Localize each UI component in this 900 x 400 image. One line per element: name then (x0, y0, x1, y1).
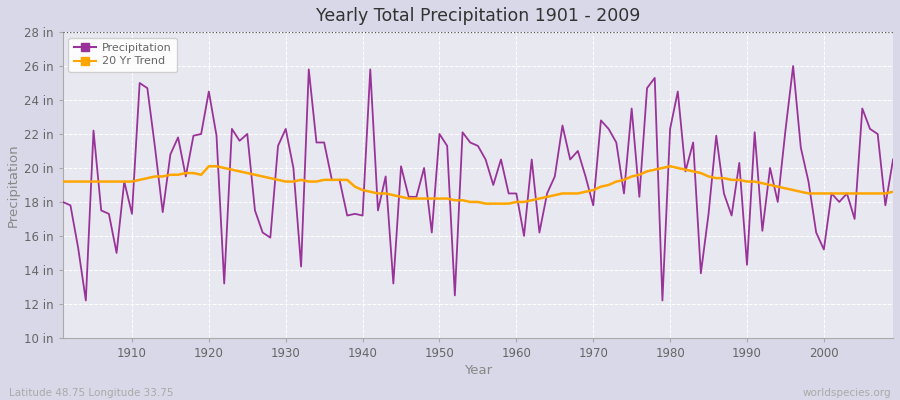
X-axis label: Year: Year (464, 364, 492, 377)
Text: Latitude 48.75 Longitude 33.75: Latitude 48.75 Longitude 33.75 (9, 388, 174, 398)
Y-axis label: Precipitation: Precipitation (7, 143, 20, 227)
Text: worldspecies.org: worldspecies.org (803, 388, 891, 398)
Legend: Precipitation, 20 Yr Trend: Precipitation, 20 Yr Trend (68, 38, 177, 72)
Title: Yearly Total Precipitation 1901 - 2009: Yearly Total Precipitation 1901 - 2009 (316, 7, 640, 25)
